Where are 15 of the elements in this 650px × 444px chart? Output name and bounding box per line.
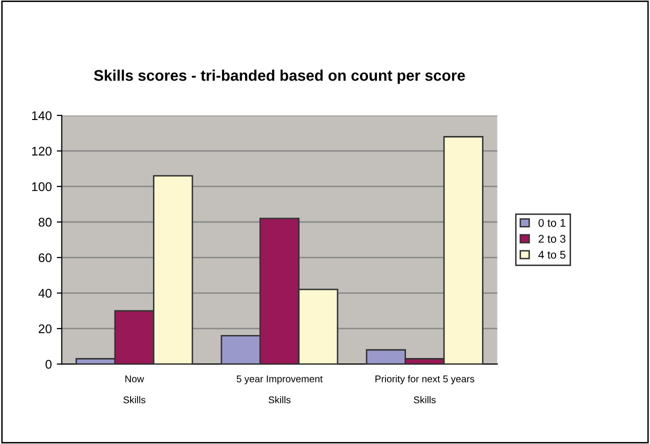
category-label: 5 year Improvement Skills xyxy=(236,376,323,404)
chart-title: Skills scores - tri-banded based on count per score xyxy=(94,70,465,84)
y-tick-label: 20 xyxy=(38,324,52,334)
y-tick-label: 40 xyxy=(38,288,52,298)
y-tick-label: 80 xyxy=(38,218,52,227)
legend-label: 4 to 5 xyxy=(538,250,566,259)
y-tick-label: 100 xyxy=(32,182,52,192)
legend-label: 2 to 3 xyxy=(538,234,566,243)
category-label: Now Skills xyxy=(123,376,146,404)
y-tick-label: 120 xyxy=(32,146,52,156)
category-label: Priority for next 5 years Skills xyxy=(375,375,474,404)
y-tick-label: 140 xyxy=(32,111,52,120)
legend-label: 0 to 1 xyxy=(538,218,566,227)
y-tick-label: 0 xyxy=(46,360,52,369)
y-tick-label: 60 xyxy=(38,253,52,262)
